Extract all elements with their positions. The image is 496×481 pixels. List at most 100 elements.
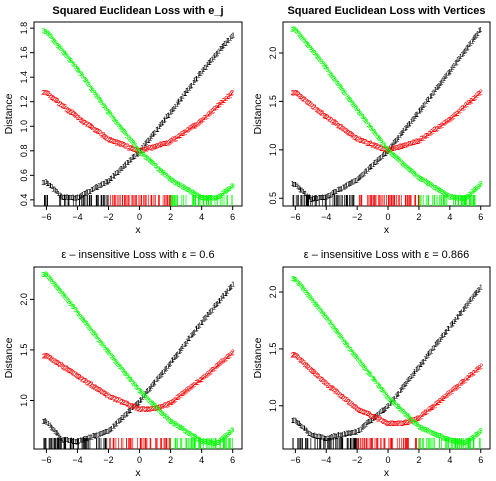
- data-point: 1: [316, 434, 320, 441]
- data-point: 3: [207, 195, 211, 202]
- data-point: 1: [356, 428, 360, 435]
- data-point: 2: [193, 122, 197, 129]
- data-point: 1: [90, 435, 94, 442]
- data-point: 2: [296, 355, 300, 362]
- data-point: 1: [206, 312, 210, 319]
- data-point: 1: [404, 381, 408, 388]
- data-point: 3: [81, 73, 85, 80]
- data-point: 3: [346, 96, 350, 103]
- data-point: 1: [396, 391, 400, 398]
- data-point: 2: [218, 102, 222, 109]
- data-point: 3: [150, 400, 154, 407]
- data-point: 1: [427, 351, 431, 358]
- data-point: 1: [97, 183, 101, 190]
- data-point: 2: [109, 137, 113, 144]
- data-point: 3: [392, 153, 396, 160]
- data-point: 3: [47, 274, 51, 281]
- data-point: 3: [417, 424, 421, 431]
- data-point: 3: [167, 176, 171, 183]
- data-point: 1: [438, 337, 442, 344]
- data-point: 3: [470, 189, 474, 196]
- data-point: 3: [89, 86, 93, 93]
- data-point: 2: [154, 144, 158, 151]
- data-point: 2: [173, 136, 177, 143]
- data-point: 3: [331, 324, 335, 331]
- data-point: 1: [413, 369, 417, 376]
- data-point: 2: [316, 373, 320, 380]
- data-point: 1: [118, 418, 122, 425]
- data-point: 2: [445, 392, 449, 399]
- data-point: 3: [372, 130, 376, 137]
- data-point: 2: [392, 146, 396, 153]
- data-point: 2: [356, 407, 360, 414]
- data-point: 1: [169, 110, 173, 117]
- x-tick-label: 6: [478, 212, 483, 222]
- data-point: 3: [444, 436, 448, 443]
- data-point: 3: [454, 439, 458, 446]
- data-point: 2: [394, 145, 398, 152]
- data-point: 1: [61, 438, 65, 445]
- data-point: 1: [223, 291, 227, 298]
- data-point: 3: [128, 377, 132, 384]
- data-point: 2: [69, 369, 73, 376]
- y-tick-label: 1.2: [19, 95, 29, 108]
- data-point: 3: [220, 437, 224, 444]
- data-point: 1: [468, 41, 472, 48]
- data-point: 2: [198, 378, 202, 385]
- data-point: 1: [351, 179, 355, 186]
- data-point: 3: [299, 34, 303, 41]
- data-point: 3: [133, 383, 137, 390]
- data-point: 1: [449, 67, 453, 74]
- data-point: 3: [377, 383, 381, 390]
- data-point: 3: [134, 384, 138, 391]
- data-point: 1: [53, 187, 57, 194]
- data-point: 3: [198, 194, 202, 201]
- data-point: 3: [462, 196, 466, 203]
- data-point: 1: [225, 288, 229, 295]
- data-point: 1: [437, 338, 441, 345]
- data-point: 2: [291, 352, 295, 359]
- data-point: 2: [308, 366, 312, 373]
- data-point: 2: [140, 407, 144, 414]
- data-point: 2: [430, 405, 434, 412]
- data-point: 1: [352, 430, 356, 437]
- data-point: 2: [73, 112, 77, 119]
- data-point: 1: [128, 408, 132, 415]
- data-point: 3: [106, 109, 110, 116]
- data-point: 1: [90, 187, 94, 194]
- data-point: 1: [197, 72, 201, 79]
- data-point: 3: [437, 187, 441, 194]
- x-tick-label: −6: [41, 455, 51, 465]
- data-point: 3: [305, 42, 309, 49]
- data-point: 3: [230, 427, 234, 434]
- data-point: 2: [183, 130, 187, 137]
- data-point: 1: [59, 436, 63, 443]
- data-point: 1: [458, 311, 462, 318]
- data-point: 2: [134, 405, 138, 412]
- data-point: 1: [171, 107, 175, 114]
- data-point: 2: [468, 100, 472, 107]
- data-point: 3: [45, 272, 49, 279]
- data-point: 2: [305, 100, 309, 107]
- data-point: 1: [142, 393, 146, 400]
- data-point: 1: [366, 166, 370, 173]
- data-point: 3: [356, 109, 360, 116]
- data-point: 3: [196, 193, 200, 200]
- data-point: 1: [299, 423, 303, 430]
- data-point: 1: [163, 367, 167, 374]
- data-point: 3: [89, 85, 93, 92]
- data-point: 1: [319, 434, 323, 441]
- data-point: 1: [400, 130, 404, 137]
- data-point: 3: [227, 430, 231, 437]
- data-point: 3: [77, 311, 81, 318]
- data-point: 1: [212, 305, 216, 312]
- data-point: 1: [76, 195, 80, 202]
- data-point: 2: [402, 143, 406, 150]
- data-point: 3: [68, 301, 72, 308]
- data-point: 2: [205, 113, 209, 120]
- data-point: 2: [122, 143, 126, 150]
- data-point: 3: [200, 195, 204, 202]
- data-point: 3: [194, 191, 198, 198]
- data-point: 3: [205, 440, 209, 447]
- data-point: 3: [100, 100, 104, 107]
